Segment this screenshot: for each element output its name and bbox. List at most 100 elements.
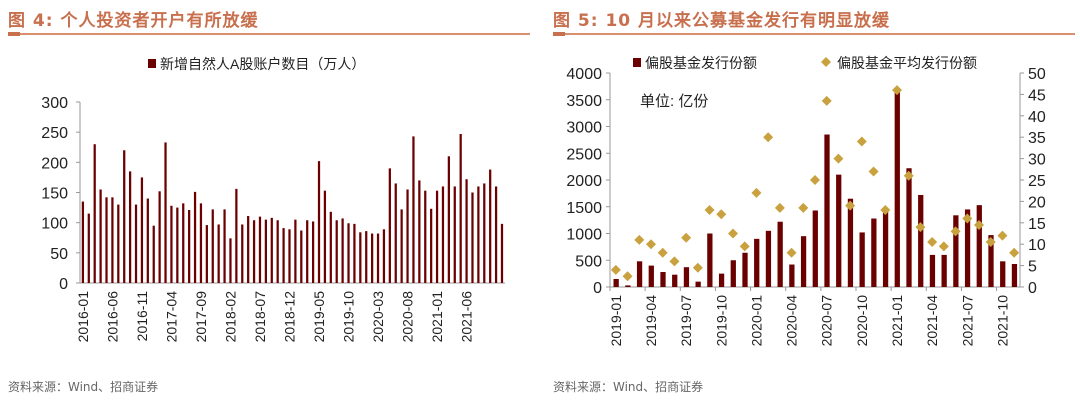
bar-2017-06: [182, 203, 185, 283]
bar-2020-07: [824, 134, 830, 287]
bar-2018-07: [258, 216, 262, 283]
y2-tick-label: 15: [1028, 216, 1046, 233]
bar-2020-09: [412, 136, 415, 283]
diamond-2020-09: [845, 200, 856, 211]
diamond-2021-11: [1009, 247, 1020, 258]
x-tick-label: 2019-10: [713, 295, 729, 347]
y-tick-label: 0: [593, 280, 602, 297]
x-tick-label: 2019-01: [608, 295, 624, 347]
bar-2019-05: [660, 272, 666, 287]
y-tick-label: 50: [50, 246, 68, 263]
bar-2018-11: [282, 228, 285, 283]
bar-2020-03: [777, 221, 783, 287]
bar-2016-07: [117, 204, 120, 283]
x-tick-label: 2019-04: [643, 295, 659, 347]
bar-2019-08: [335, 220, 338, 283]
y-tick-label: 1500: [566, 200, 602, 217]
bar-2019-09: [341, 218, 344, 283]
bar-2017-02: [158, 191, 161, 283]
bar-2019-03: [636, 261, 643, 287]
bar-2021-03: [447, 156, 450, 283]
bar-2017-07: [188, 209, 191, 283]
x-tick-label: 2020-10: [854, 295, 870, 347]
bar-2019-03: [306, 220, 309, 283]
x-tick-label: 2019-05: [311, 291, 327, 343]
y2-tick-label: 45: [1028, 87, 1046, 104]
bar-2020-10: [418, 180, 421, 283]
bar-2021-05: [459, 133, 462, 283]
diamond-2020-11: [868, 166, 879, 177]
title-divider: [553, 32, 1075, 36]
diamond-2019-01: [610, 264, 621, 275]
legend-label-bars: 偏股基金发行份额: [645, 55, 757, 71]
bar-2021-12: [500, 223, 504, 283]
y-tick-label: 100: [41, 216, 68, 233]
y2-tick-label: 35: [1028, 130, 1046, 147]
bar-2021-08: [477, 186, 480, 283]
bar-2019-01: [294, 219, 297, 283]
bar-2020-11: [424, 190, 427, 283]
diamond-2020-08: [833, 153, 844, 164]
bar-2018-09: [270, 217, 273, 283]
bar-2021-01: [435, 190, 439, 283]
bar-2019-10: [347, 223, 350, 283]
diamond-2019-08: [692, 262, 703, 273]
bar-2020-01: [365, 231, 368, 283]
bar-2019-11: [730, 260, 736, 287]
y-tick-label: 150: [41, 186, 68, 203]
bar-2019-10: [718, 273, 725, 287]
y2-tick-label: 40: [1028, 109, 1046, 126]
diamond-2019-05: [657, 247, 668, 258]
diamond-2019-06: [669, 256, 680, 267]
bar-2018-04: [241, 224, 244, 283]
x-tick-label: 2019-07: [678, 295, 694, 347]
bar-2020-12: [430, 208, 433, 283]
bar-2016-11: [140, 177, 144, 283]
bar-2020-06: [394, 183, 397, 283]
bar-2018-02: [229, 238, 232, 283]
x-tick-label: 2021-06: [459, 291, 475, 343]
bar-2016-10: [134, 204, 138, 283]
bar-2016-09: [128, 171, 132, 283]
diamond-2020-06: [810, 175, 820, 185]
bar-2019-04: [311, 221, 315, 283]
diamond-2021-05: [938, 241, 949, 252]
bar-2020-05: [388, 168, 391, 283]
figure-4-title: 图 4: 个人投资者开户有所放缓: [8, 11, 259, 31]
bar-2020-04: [382, 229, 386, 283]
fund-issuance-chart: 0 500 1000 1500 2000 2500 3000 3500 4000 0 5 10 15 20…: [566, 55, 1046, 347]
bar-2021-04: [453, 186, 456, 283]
left-panel: 图 4: 个人投资者开户有所放缓 0 50 100 150 200 250 300 2016-…: [0, 0, 530, 401]
diamond-2019-09: [704, 204, 715, 215]
diamond-2020-01: [751, 187, 762, 198]
bar-2016-06: [111, 197, 114, 283]
x-tick-label: 2016-01: [75, 291, 91, 343]
accounts-bar-chart: 0 50 100 150 200 250 300 2016-01 2016-06 2016-11 2…: [41, 56, 505, 343]
bar-2021-07: [471, 192, 474, 283]
bar-2018-06: [252, 220, 256, 283]
bar-2021-10: [489, 169, 492, 283]
diamond-2020-02: [763, 132, 774, 143]
bar-2021-10: [1000, 261, 1006, 287]
bar-2018-08: [264, 219, 267, 283]
bar-2016-08: [123, 150, 126, 283]
diamond-2019-02: [622, 271, 633, 282]
source-note: 资料来源：Wind、招商证券: [8, 380, 159, 394]
legend-swatch-diamonds: [821, 57, 831, 67]
bar-2018-05: [247, 216, 250, 283]
y-tick-label: 2000: [566, 173, 602, 190]
y-tick-label: 3000: [566, 120, 602, 137]
legend-label: 新增自然人A股账户数目（万人）: [160, 56, 365, 72]
bar-2017-09: [199, 203, 203, 283]
bar-2017-05: [176, 207, 179, 283]
y2-tick-label: 5: [1028, 259, 1037, 276]
x-tick-label: 2020-08: [400, 291, 416, 343]
bar-2021-11: [1011, 263, 1018, 287]
bar-2021-09: [988, 235, 994, 287]
bar-2016-12: [146, 198, 149, 283]
bar-2020-08: [406, 189, 409, 283]
diamond-2019-07: [681, 232, 692, 243]
bar-2020-10: [859, 232, 865, 287]
bar-2016-02: [87, 213, 90, 283]
diamond-2020-12: [880, 204, 891, 215]
